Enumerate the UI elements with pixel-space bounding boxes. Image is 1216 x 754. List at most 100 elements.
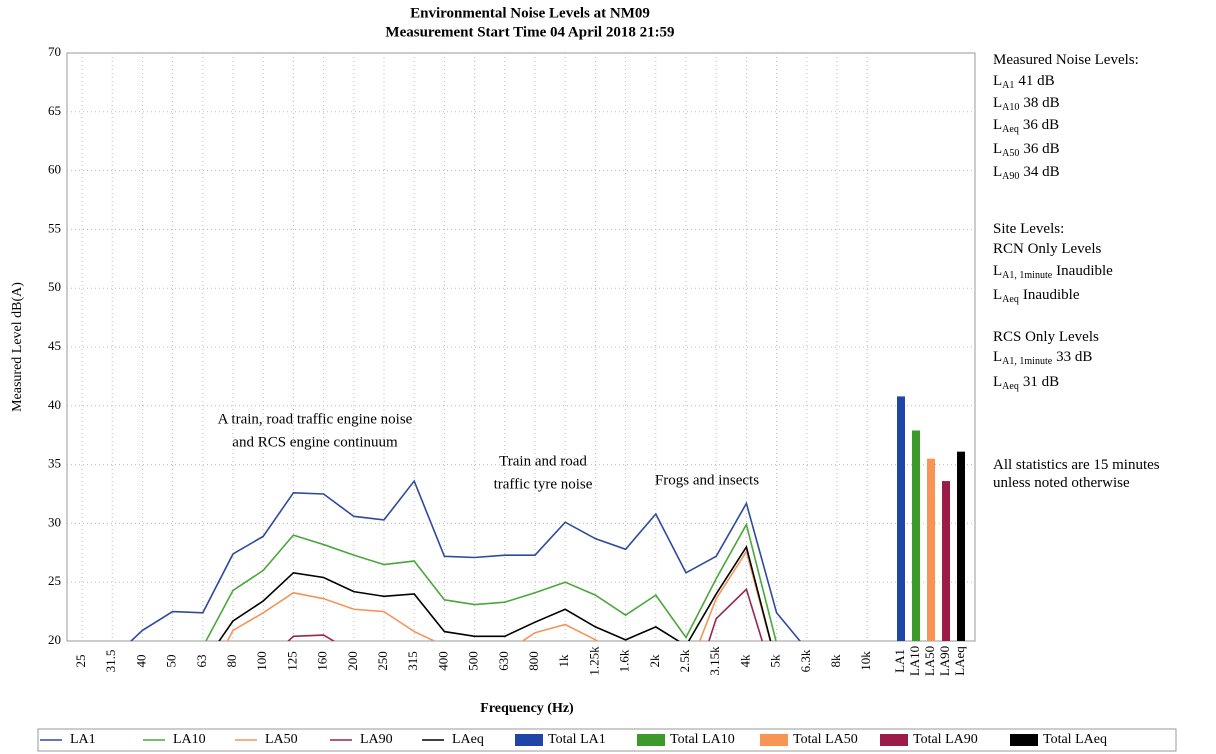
- legend-label: Total LA10: [670, 732, 735, 747]
- note-text: Site Levels:: [993, 221, 1064, 237]
- line-series: [218, 544, 772, 641]
- note: LAeq Inaudible: [993, 287, 1080, 305]
- x-tick-label: 100: [254, 651, 269, 671]
- note-text: 34 dB: [1023, 164, 1059, 180]
- legend-label: LA1: [70, 732, 96, 747]
- annotation: A train, road traffic engine noise: [218, 411, 413, 427]
- x-tick-label: LA10: [907, 646, 922, 676]
- note-symbol: L: [993, 95, 1002, 111]
- line-series: [129, 479, 802, 641]
- note-symbol: L: [993, 164, 1002, 180]
- note: LA50 36 dB: [993, 141, 1060, 159]
- note-symbol: L: [993, 374, 1002, 390]
- x-axis-label: Frequency (Hz): [480, 701, 574, 716]
- legend-label: LAeq: [452, 732, 484, 747]
- note-sub: Aeq: [1002, 294, 1019, 305]
- note-text: RCN Only Levels: [993, 241, 1101, 257]
- y-tick-label: 70: [48, 44, 61, 59]
- y-tick-label: 25: [48, 573, 61, 588]
- x-tick-label: 200: [345, 651, 360, 671]
- note-sub: A10: [1002, 102, 1019, 113]
- x-tick-label: 6.3k: [798, 649, 813, 672]
- note: Site Levels:: [993, 221, 1064, 237]
- x-tick-label: 315: [405, 651, 420, 671]
- y-tick-label: 45: [48, 338, 61, 353]
- legend-label: LA90: [360, 732, 393, 747]
- x-tick-label: LA90: [937, 646, 952, 676]
- x-tick-label: 800: [526, 651, 541, 671]
- note: RCN Only Levels: [993, 241, 1101, 257]
- x-tick-label: LAeq: [952, 646, 967, 676]
- x-tick-label: 160: [315, 651, 330, 671]
- x-tick-label: 10k: [858, 651, 873, 671]
- note: LA90 34 dB: [993, 164, 1060, 182]
- note-text: Inaudible: [1056, 263, 1113, 279]
- chart-title: Environmental Noise Levels at NM09: [410, 5, 650, 21]
- line-series: [205, 522, 777, 641]
- note-text: Inaudible: [1023, 287, 1080, 303]
- x-tick-label: 500: [466, 651, 481, 671]
- legend-label: Total LA1: [548, 732, 606, 747]
- note-sub: A1, 1minute: [1002, 270, 1053, 281]
- note-text: 33 dB: [1056, 349, 1092, 365]
- chart-subtitle: Measurement Start Time 04 April 2018 21:…: [385, 24, 674, 40]
- note-symbol: L: [993, 117, 1002, 133]
- note: LA1, 1minute Inaudible: [993, 263, 1113, 281]
- note-sub: A90: [1002, 171, 1019, 182]
- annotation: Frogs and insects: [655, 472, 759, 488]
- note: LA10 38 dB: [993, 95, 1060, 113]
- annotation: Train and road: [499, 453, 587, 469]
- note-symbol: L: [993, 287, 1002, 303]
- x-tick-label: 50: [164, 655, 179, 668]
- note-text: 36 dB: [1023, 117, 1059, 133]
- legend-label: LA10: [173, 732, 206, 747]
- x-tick-label: 630: [496, 651, 511, 671]
- x-tick-label: 8k: [828, 654, 843, 668]
- note-sub: Aeq: [1002, 381, 1019, 392]
- x-tick-label: 3.15k: [707, 646, 722, 676]
- note: All statistics are 15 minutes: [993, 457, 1160, 473]
- x-tick-label: 1.25k: [586, 646, 601, 676]
- bar: [927, 458, 935, 641]
- legend-label: Total LA50: [793, 732, 858, 747]
- x-tick-label: 1k: [556, 654, 571, 668]
- note-text: Measured Noise Levels:: [993, 52, 1139, 68]
- x-tick-label: LA1: [892, 649, 907, 673]
- note: LAeq 31 dB: [993, 374, 1059, 392]
- y-tick-label: 50: [48, 279, 61, 294]
- legend-swatch: [637, 734, 665, 746]
- note: RCS Only Levels: [993, 329, 1099, 345]
- note: LA1, 1minute 33 dB: [993, 349, 1092, 367]
- plot-series: [129, 396, 965, 641]
- y-tick-label: 30: [48, 514, 61, 529]
- note-text: All statistics are 15 minutes: [993, 457, 1160, 473]
- x-tick-label: 5k: [768, 654, 783, 668]
- x-tick-label: 25: [73, 655, 88, 668]
- x-tick-label: 40: [133, 655, 148, 668]
- x-tick-label: 125: [284, 651, 299, 671]
- legend-label: Total LAeq: [1043, 732, 1107, 747]
- legend-swatch: [880, 734, 908, 746]
- note-symbol: L: [993, 263, 1002, 279]
- note-text: 41 dB: [1018, 73, 1054, 89]
- legend-swatch: [515, 734, 543, 746]
- y-tick-label: 55: [48, 220, 61, 235]
- note-sub: A50: [1002, 148, 1019, 159]
- legend-swatch: [1010, 734, 1038, 746]
- note: LAeq 36 dB: [993, 117, 1059, 135]
- x-tick-label: 250: [375, 651, 390, 671]
- y-tick-label: 40: [48, 397, 61, 412]
- note-symbol: L: [993, 349, 1002, 365]
- annotation: traffic tyre noise: [494, 476, 593, 492]
- legend-label: LA50: [265, 732, 298, 747]
- x-tick-label: 80: [224, 655, 239, 668]
- x-tick-label: 1.6k: [617, 649, 632, 672]
- legend-label: Total LA90: [913, 732, 978, 747]
- line-series: [226, 549, 772, 641]
- note-text: 31 dB: [1023, 374, 1059, 390]
- annotation: and RCS engine continuum: [232, 434, 398, 450]
- y-tick-label: 35: [48, 456, 61, 471]
- y-tick-label: 65: [48, 103, 61, 118]
- note-symbol: L: [993, 141, 1002, 157]
- bar: [957, 451, 965, 641]
